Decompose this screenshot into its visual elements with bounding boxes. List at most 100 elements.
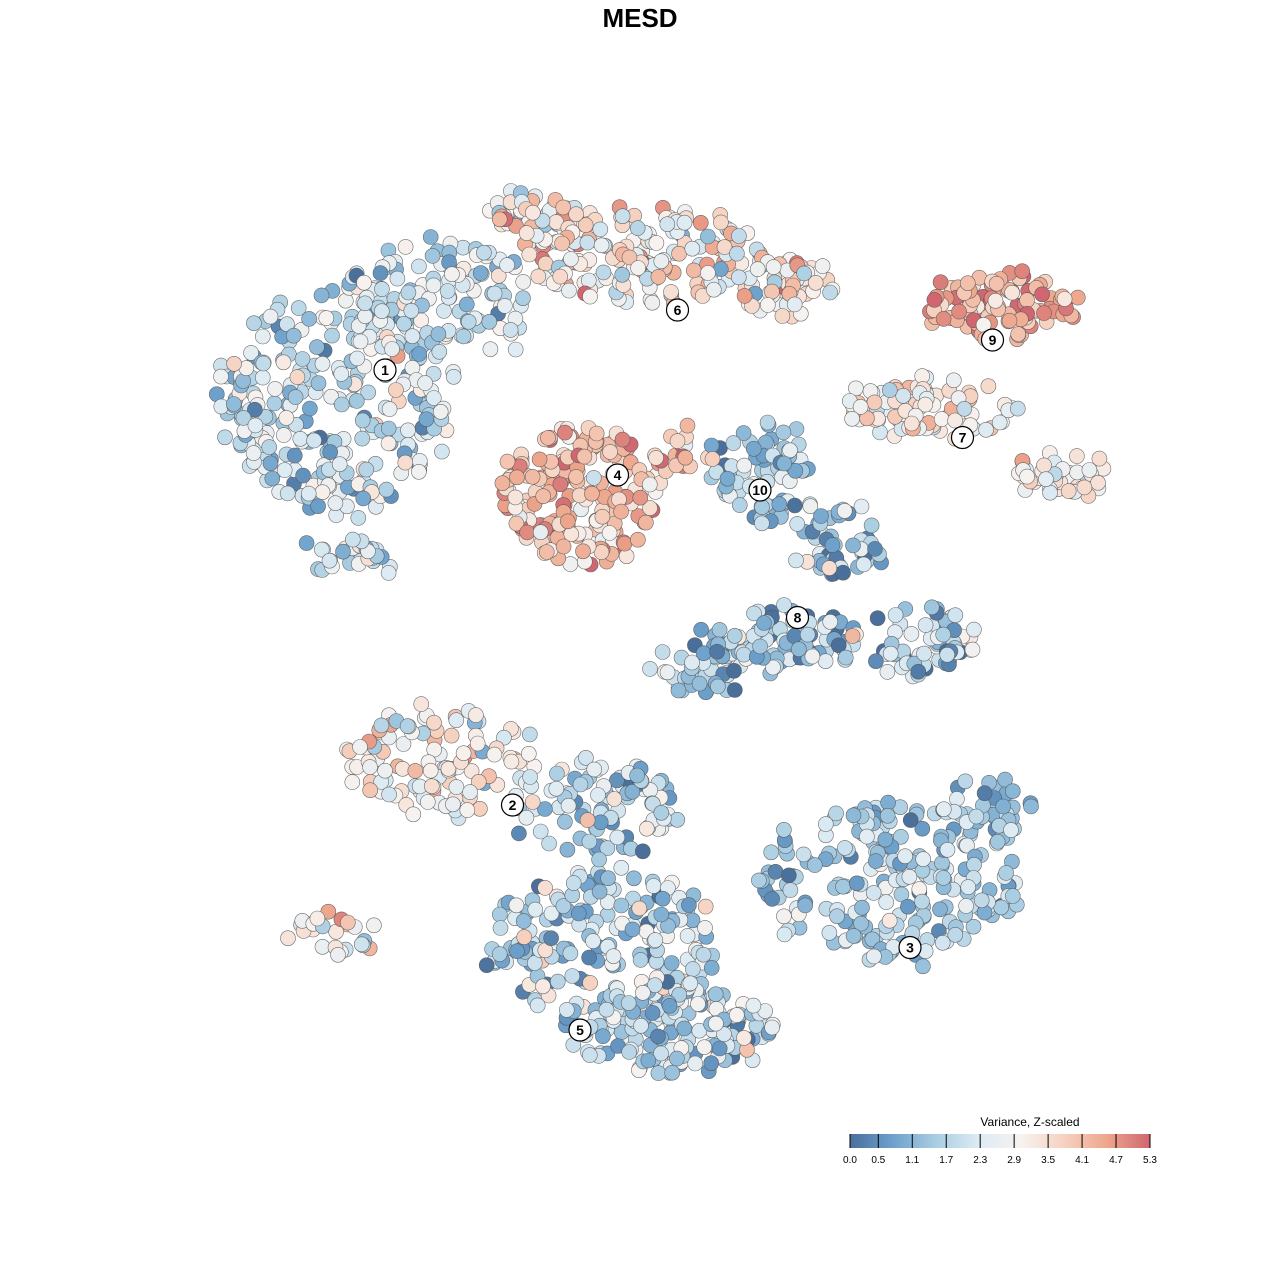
scatter-point (486, 285, 503, 302)
scatter-point (486, 746, 503, 763)
scatter-point (703, 437, 720, 454)
scatter-point (524, 204, 541, 221)
scatter-point (719, 470, 736, 487)
scatter-point (864, 931, 881, 948)
scatter-point (881, 912, 898, 929)
scatter-point (631, 900, 648, 917)
scatter-point (1038, 471, 1054, 488)
scatter-point (676, 1020, 693, 1037)
scatter-point (584, 485, 600, 502)
scatter-point (330, 946, 346, 963)
scatter-point (331, 456, 348, 473)
scatter-point (266, 395, 283, 412)
scatter-point (647, 977, 663, 994)
scatter-point (640, 1052, 657, 1069)
legend-title: Variance, Z-scaled (980, 1115, 1079, 1129)
scatter-point (425, 390, 442, 406)
scatter-point (301, 311, 317, 327)
scatter-point (247, 417, 264, 434)
scatter-point (697, 920, 713, 936)
cluster-label-badge (980, 328, 1005, 352)
scatter-point (731, 228, 747, 244)
cluster-label-2: 2 (500, 793, 525, 817)
scatter-point (708, 1015, 724, 1032)
scatter-point (966, 621, 982, 638)
scatter-point (262, 308, 279, 325)
scatter-point (373, 717, 390, 734)
scatter-point (935, 870, 952, 886)
scatter-point (684, 240, 701, 257)
scatter-point (629, 220, 646, 236)
scatter-point (821, 560, 838, 576)
scatter-point (817, 653, 834, 670)
scatter-point (279, 316, 295, 333)
colorbar-tick-label: 5.3 (1143, 1155, 1157, 1166)
cluster-label-text: 3 (906, 940, 914, 956)
scatter-point (659, 216, 676, 232)
scatter-point (837, 840, 853, 856)
scatter-point (671, 986, 688, 1003)
scatter-point (581, 833, 598, 850)
scatter-point (865, 885, 882, 901)
scatter-point (499, 453, 516, 470)
scatter-point (588, 425, 605, 442)
scatter-point (520, 745, 537, 762)
scatter-point (532, 823, 549, 840)
scatter-point (254, 369, 271, 386)
scatter-point (835, 564, 851, 581)
scatter-point (821, 924, 838, 941)
scatter-point (914, 820, 931, 837)
scatter-point (555, 538, 572, 555)
scatter-point (868, 653, 884, 670)
scatter-point (670, 682, 687, 699)
scatter-point (926, 292, 943, 308)
scatter-point (411, 463, 427, 480)
scatter-point (373, 303, 390, 320)
cluster-label-badge (785, 605, 810, 630)
cluster-label-badge (665, 298, 690, 322)
scatter-point (759, 414, 776, 431)
scatter-point (854, 899, 870, 916)
scatter-point (226, 355, 242, 372)
scatter-point (687, 1055, 704, 1072)
scatter-point (254, 328, 271, 345)
scatter-point (522, 769, 538, 785)
scatter-point (448, 779, 465, 795)
scatter-point (685, 262, 702, 279)
scatter-point (836, 503, 853, 519)
scatter-point (795, 846, 812, 863)
scatter-point (482, 341, 499, 358)
scatter-point (703, 1055, 720, 1071)
scatter-point (835, 878, 851, 895)
scatter-point (532, 524, 549, 541)
scatter-point (419, 794, 436, 810)
cluster-label-text: 8 (794, 610, 802, 626)
scatter-point (280, 930, 296, 947)
scatter-point (613, 503, 629, 520)
cluster-label-badge (500, 793, 525, 817)
scatter-point (562, 945, 579, 962)
cluster-label-text: 2 (509, 797, 517, 813)
scatter-point (939, 646, 956, 663)
scatter-point (616, 535, 633, 552)
scatter-point (968, 808, 985, 825)
scatter-point (591, 883, 608, 900)
scatter-point (713, 214, 729, 231)
scatter-point (711, 1040, 728, 1057)
scatter-point (470, 773, 487, 790)
scatter-point (632, 489, 649, 506)
scatter-point (515, 274, 532, 290)
scatter-point (502, 322, 519, 338)
scatter-point (661, 997, 678, 1014)
cluster-label-text: 5 (576, 1022, 584, 1038)
scatter-point (782, 442, 798, 459)
scatter-point (246, 315, 262, 332)
scatter-point (638, 514, 654, 531)
scatter-point (716, 239, 733, 255)
scatter-point (507, 341, 524, 358)
scatter-point (581, 1047, 598, 1063)
scatter-point (313, 541, 330, 558)
scatter-point (294, 351, 311, 367)
scatter-point (430, 326, 447, 342)
